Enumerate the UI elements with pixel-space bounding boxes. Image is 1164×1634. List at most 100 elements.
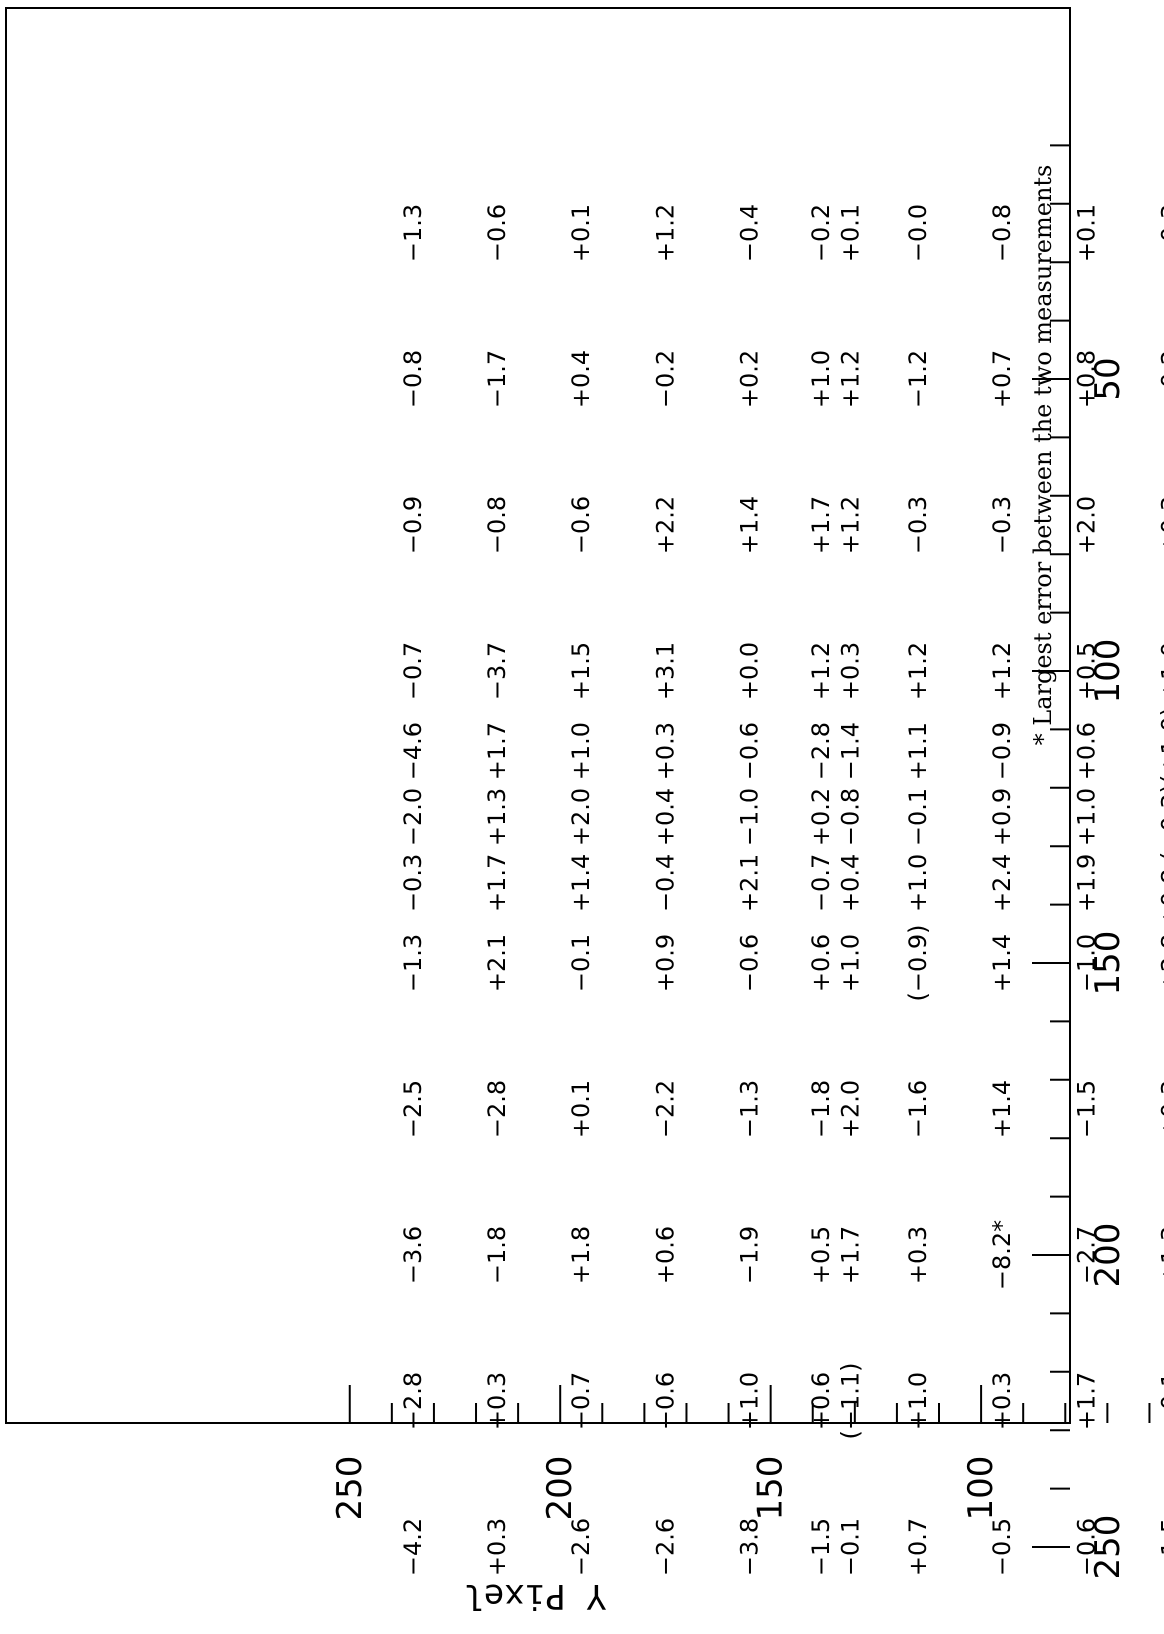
y-tick-label: 150: [751, 1456, 791, 1521]
value-label: −1.3: [399, 204, 427, 262]
value-label: +1.2: [837, 350, 865, 408]
value-label: −0.7: [399, 642, 427, 700]
value-label: +0.0: [736, 642, 764, 700]
value-label: −3.6: [399, 1226, 427, 1284]
value-label: +0.4: [567, 350, 595, 408]
value-label: +0.5: [807, 1226, 835, 1284]
value-label: +1.0: [736, 1372, 764, 1430]
value-label: +1.4: [736, 496, 764, 554]
value-label: +1.4: [988, 1080, 1016, 1138]
y-tick-label: 100: [961, 1456, 1001, 1521]
value-label: +1.2: [988, 642, 1016, 700]
value-label: −8.2*: [988, 1220, 1016, 1290]
footnote: * Largest error between the two measurem…: [1029, 165, 1057, 746]
plot-frame: [5, 7, 1071, 1424]
value-label: −2.6: [651, 1518, 679, 1576]
value-label: −2.8: [483, 1080, 511, 1138]
x-tick-label: 150: [1088, 931, 1128, 996]
value-label: +2.1: [483, 934, 511, 992]
value-label: +1.8: [567, 1226, 595, 1284]
value-label: +0.3: [1157, 1080, 1164, 1138]
value-label: +1.5: [567, 642, 595, 700]
value-label: +0.4 −0.8 −1.4: [837, 722, 865, 912]
value-label: +2.0: [837, 1080, 865, 1138]
value-label: −0.2: [651, 350, 679, 408]
value-label: +1.3: [1157, 1226, 1164, 1284]
value-label: +1.7: [1072, 1372, 1100, 1430]
value-label: +0.1: [567, 1080, 595, 1138]
value-label: +0.7: [988, 350, 1016, 408]
value-label: −2.5: [399, 1080, 427, 1138]
value-label: +1.2: [904, 642, 932, 700]
value-label: +1.0: [904, 1372, 932, 1430]
value-label: −0.3 −2.0 −4.6: [399, 722, 427, 912]
value-label: +1.9 +1.0 +0.6: [1072, 722, 1100, 912]
value-label: +0.3: [988, 1372, 1016, 1430]
x-tick-label: 200: [1088, 1223, 1128, 1288]
x-tick-label: 100: [1088, 639, 1128, 704]
value-label: −0.8: [988, 204, 1016, 262]
value-label: +1.7: [837, 1226, 865, 1284]
value-label: −1.5: [1072, 1080, 1100, 1138]
y-tick-label: 250: [330, 1456, 370, 1521]
value-label: +2.1 −1.0 −0.6: [736, 722, 764, 912]
value-label: (−0.9): [904, 924, 932, 1001]
value-label: −2.8: [399, 1372, 427, 1430]
value-label: −0.6: [483, 204, 511, 262]
value-label: +0.2: [736, 350, 764, 408]
value-label: −3.7: [483, 642, 511, 700]
value-label: −0.7: [567, 1372, 595, 1430]
value-label: +0.6: [807, 1372, 835, 1430]
value-label: +2.0: [1072, 496, 1100, 554]
value-label: +0.1: [567, 204, 595, 262]
value-label: −0.3: [1157, 204, 1164, 262]
value-label: +0.6: [651, 1226, 679, 1284]
value-label: −3.8: [736, 1518, 764, 1576]
value-label: −2.2: [651, 1080, 679, 1138]
value-label: −0.8: [399, 350, 427, 408]
value-label: −0.4 +0.4 +0.3: [651, 722, 679, 912]
value-label: −0.5: [988, 1518, 1016, 1576]
value-label: −1.0: [1072, 934, 1100, 992]
value-label: +1.2: [807, 642, 835, 700]
value-label: +0.5: [1072, 642, 1100, 700]
value-label: +0.3: [483, 1518, 511, 1576]
value-label: −0.3: [904, 496, 932, 554]
value-label: −1.3: [736, 1080, 764, 1138]
value-label: −2.6: [567, 1518, 595, 1576]
x-tick-label: 250: [1088, 1515, 1128, 1580]
value-label: +1.7 +1.3 +1.7: [483, 722, 511, 912]
value-label: +1.0: [837, 934, 865, 992]
value-label: +0.3: [904, 1226, 932, 1284]
value-label: +1.7: [807, 496, 835, 554]
value-label: +1.0: [807, 350, 835, 408]
value-label: +0.3: [837, 642, 865, 700]
value-label: +0.1: [1072, 204, 1100, 262]
value-label: −1.5: [807, 1518, 835, 1576]
value-label: −0.8: [483, 496, 511, 554]
value-label: −1.2: [904, 350, 932, 408]
value-label: −0.0: [904, 204, 932, 262]
value-label: −0.6: [567, 496, 595, 554]
value-label: +0.8 (−0.3)(+1.0): [1157, 707, 1164, 927]
value-label: −0.6: [651, 1372, 679, 1430]
value-label: −0.2: [1157, 350, 1164, 408]
value-label: −1.6: [904, 1080, 932, 1138]
value-label: +1.2: [651, 204, 679, 262]
x-tick-label: 50: [1088, 357, 1128, 400]
value-label: −0.7 +0.2 −2.8: [807, 722, 835, 912]
value-label: +1.4: [988, 934, 1016, 992]
value-label: −0.4: [736, 204, 764, 262]
value-label: −0.3: [988, 496, 1016, 554]
value-label: −0.6: [1072, 1518, 1100, 1576]
value-label: +1.2: [837, 496, 865, 554]
value-label: +2.4 +0.9 −0.9: [988, 722, 1016, 912]
value-label: +0.6: [807, 934, 835, 992]
value-label: +0.1: [837, 204, 865, 262]
value-label: +0.7: [904, 1518, 932, 1576]
value-label: +0.3: [1157, 496, 1164, 554]
value-label: +3.1: [651, 642, 679, 700]
value-label: −4.2: [399, 1518, 427, 1576]
value-label: −0.6: [736, 934, 764, 992]
